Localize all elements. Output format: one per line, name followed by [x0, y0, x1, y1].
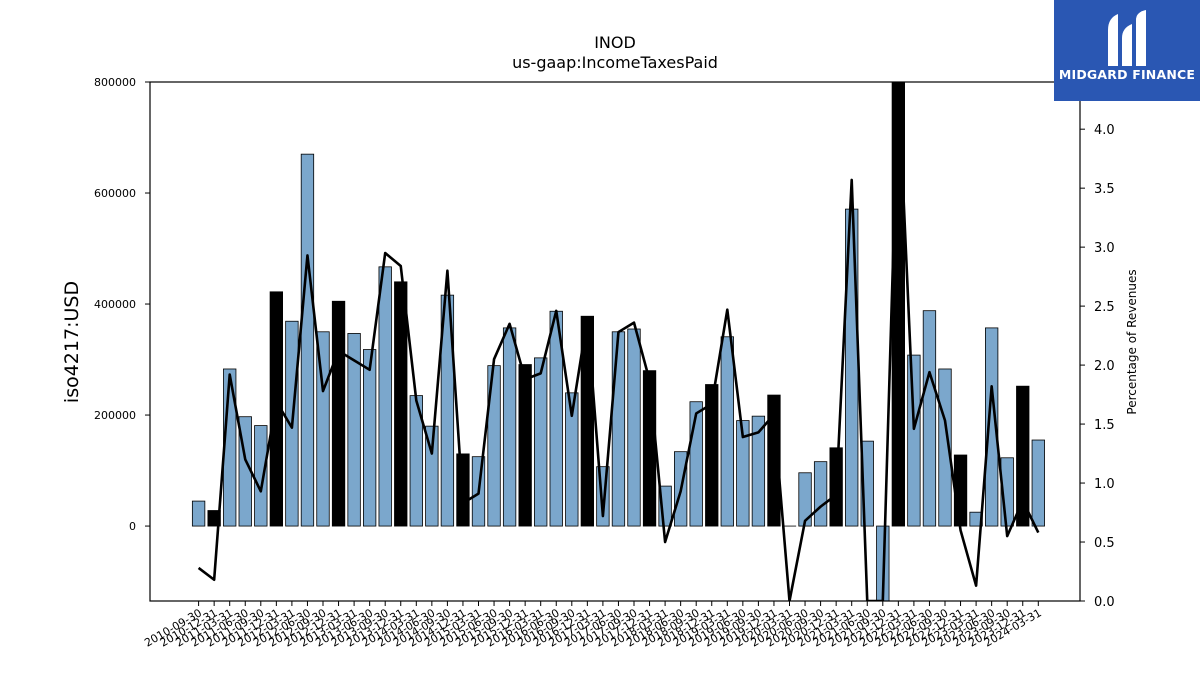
chart-title: INOD — [594, 33, 636, 52]
plot-frame — [149, 81, 1081, 602]
bar-2019-09-30 — [751, 415, 766, 527]
bar-2018-09-30 — [689, 401, 703, 527]
y-axis-label: iso4217:USD — [61, 281, 83, 403]
series-line-0 — [197, 82, 1040, 601]
y-axis: 0 200000 400000 600000 800000 — [94, 76, 150, 533]
bar-2022-06-30 — [922, 310, 937, 527]
brand-name: MIDGARD FINANCE — [1058, 67, 1196, 82]
bar-2023-06-30 — [985, 327, 999, 527]
bar-2011-09-30 — [254, 425, 268, 527]
y-tick-label: 800000 — [94, 76, 136, 89]
bar-2022-03-31 — [907, 354, 921, 527]
y2-tick-label: 0.0 — [1094, 595, 1115, 610]
midgard-logo-icon — [1108, 10, 1146, 66]
y-tick-label: 400000 — [94, 298, 136, 311]
bar-2016-03-31 — [534, 357, 548, 527]
y2-tick-label: 2.5 — [1094, 300, 1115, 315]
bar-2020-09-30 — [813, 461, 828, 527]
bar-2014-06-30 — [425, 425, 439, 527]
bar-2013-06-30 — [362, 349, 377, 527]
bar-2016-09-30 — [565, 392, 579, 527]
bar-2014-09-30 — [440, 294, 455, 527]
y-tick-label: 200000 — [94, 409, 136, 422]
bar-2019-06-30 — [736, 420, 750, 527]
x-axis: 2010-09-302010-12-312011-03-312011-06-30… — [142, 601, 1044, 650]
y2-tick-label: 4.0 — [1094, 123, 1115, 138]
bar-2013-09-30 — [378, 266, 392, 527]
y2-axis-label: Percentage of Revenues — [1125, 269, 1139, 414]
brand-logo: MIDGARD FINANCE — [1054, 0, 1200, 101]
bar-2019-03-31 — [720, 336, 734, 527]
y2-tick-label: 0.5 — [1094, 536, 1115, 551]
bar-2024-03-31 — [1031, 439, 1045, 527]
y2-tick-label: 3.5 — [1094, 182, 1115, 197]
bar-2017-09-30 — [627, 328, 641, 527]
bar-2015-09-30 — [502, 327, 517, 527]
bar-2023-12-31 — [1016, 385, 1030, 527]
bar-2010-09-30 — [191, 500, 206, 527]
y2-tick-label: 1.5 — [1094, 418, 1115, 433]
y2-tick-label: 3.0 — [1094, 241, 1115, 256]
line-layer — [197, 82, 1040, 601]
bar-2012-12-31 — [331, 300, 346, 527]
y-tick-label: 0 — [129, 520, 136, 533]
y2-tick-label: 1.0 — [1094, 477, 1115, 492]
bar-2021-12-31 — [891, 82, 905, 527]
bar-2019-12-31 — [767, 394, 781, 527]
y2-tick-label: 2.0 — [1094, 359, 1115, 374]
y2-axis: 0.0 0.5 1.0 1.5 2.0 2.5 3.0 3.5 4.0 — [1080, 123, 1115, 610]
bar-2012-06-30 — [300, 153, 315, 527]
bar-2018-12-31 — [705, 384, 719, 527]
bars-layer — [191, 82, 1045, 601]
chart-subtitle: us-gaap:IncomeTaxesPaid — [512, 53, 718, 72]
y-tick-label: 600000 — [94, 187, 136, 200]
bar-2013-12-31 — [394, 281, 408, 527]
bar-2017-06-30 — [611, 331, 626, 527]
bar-2013-03-31 — [347, 333, 361, 527]
bar-2015-12-31 — [518, 364, 532, 527]
